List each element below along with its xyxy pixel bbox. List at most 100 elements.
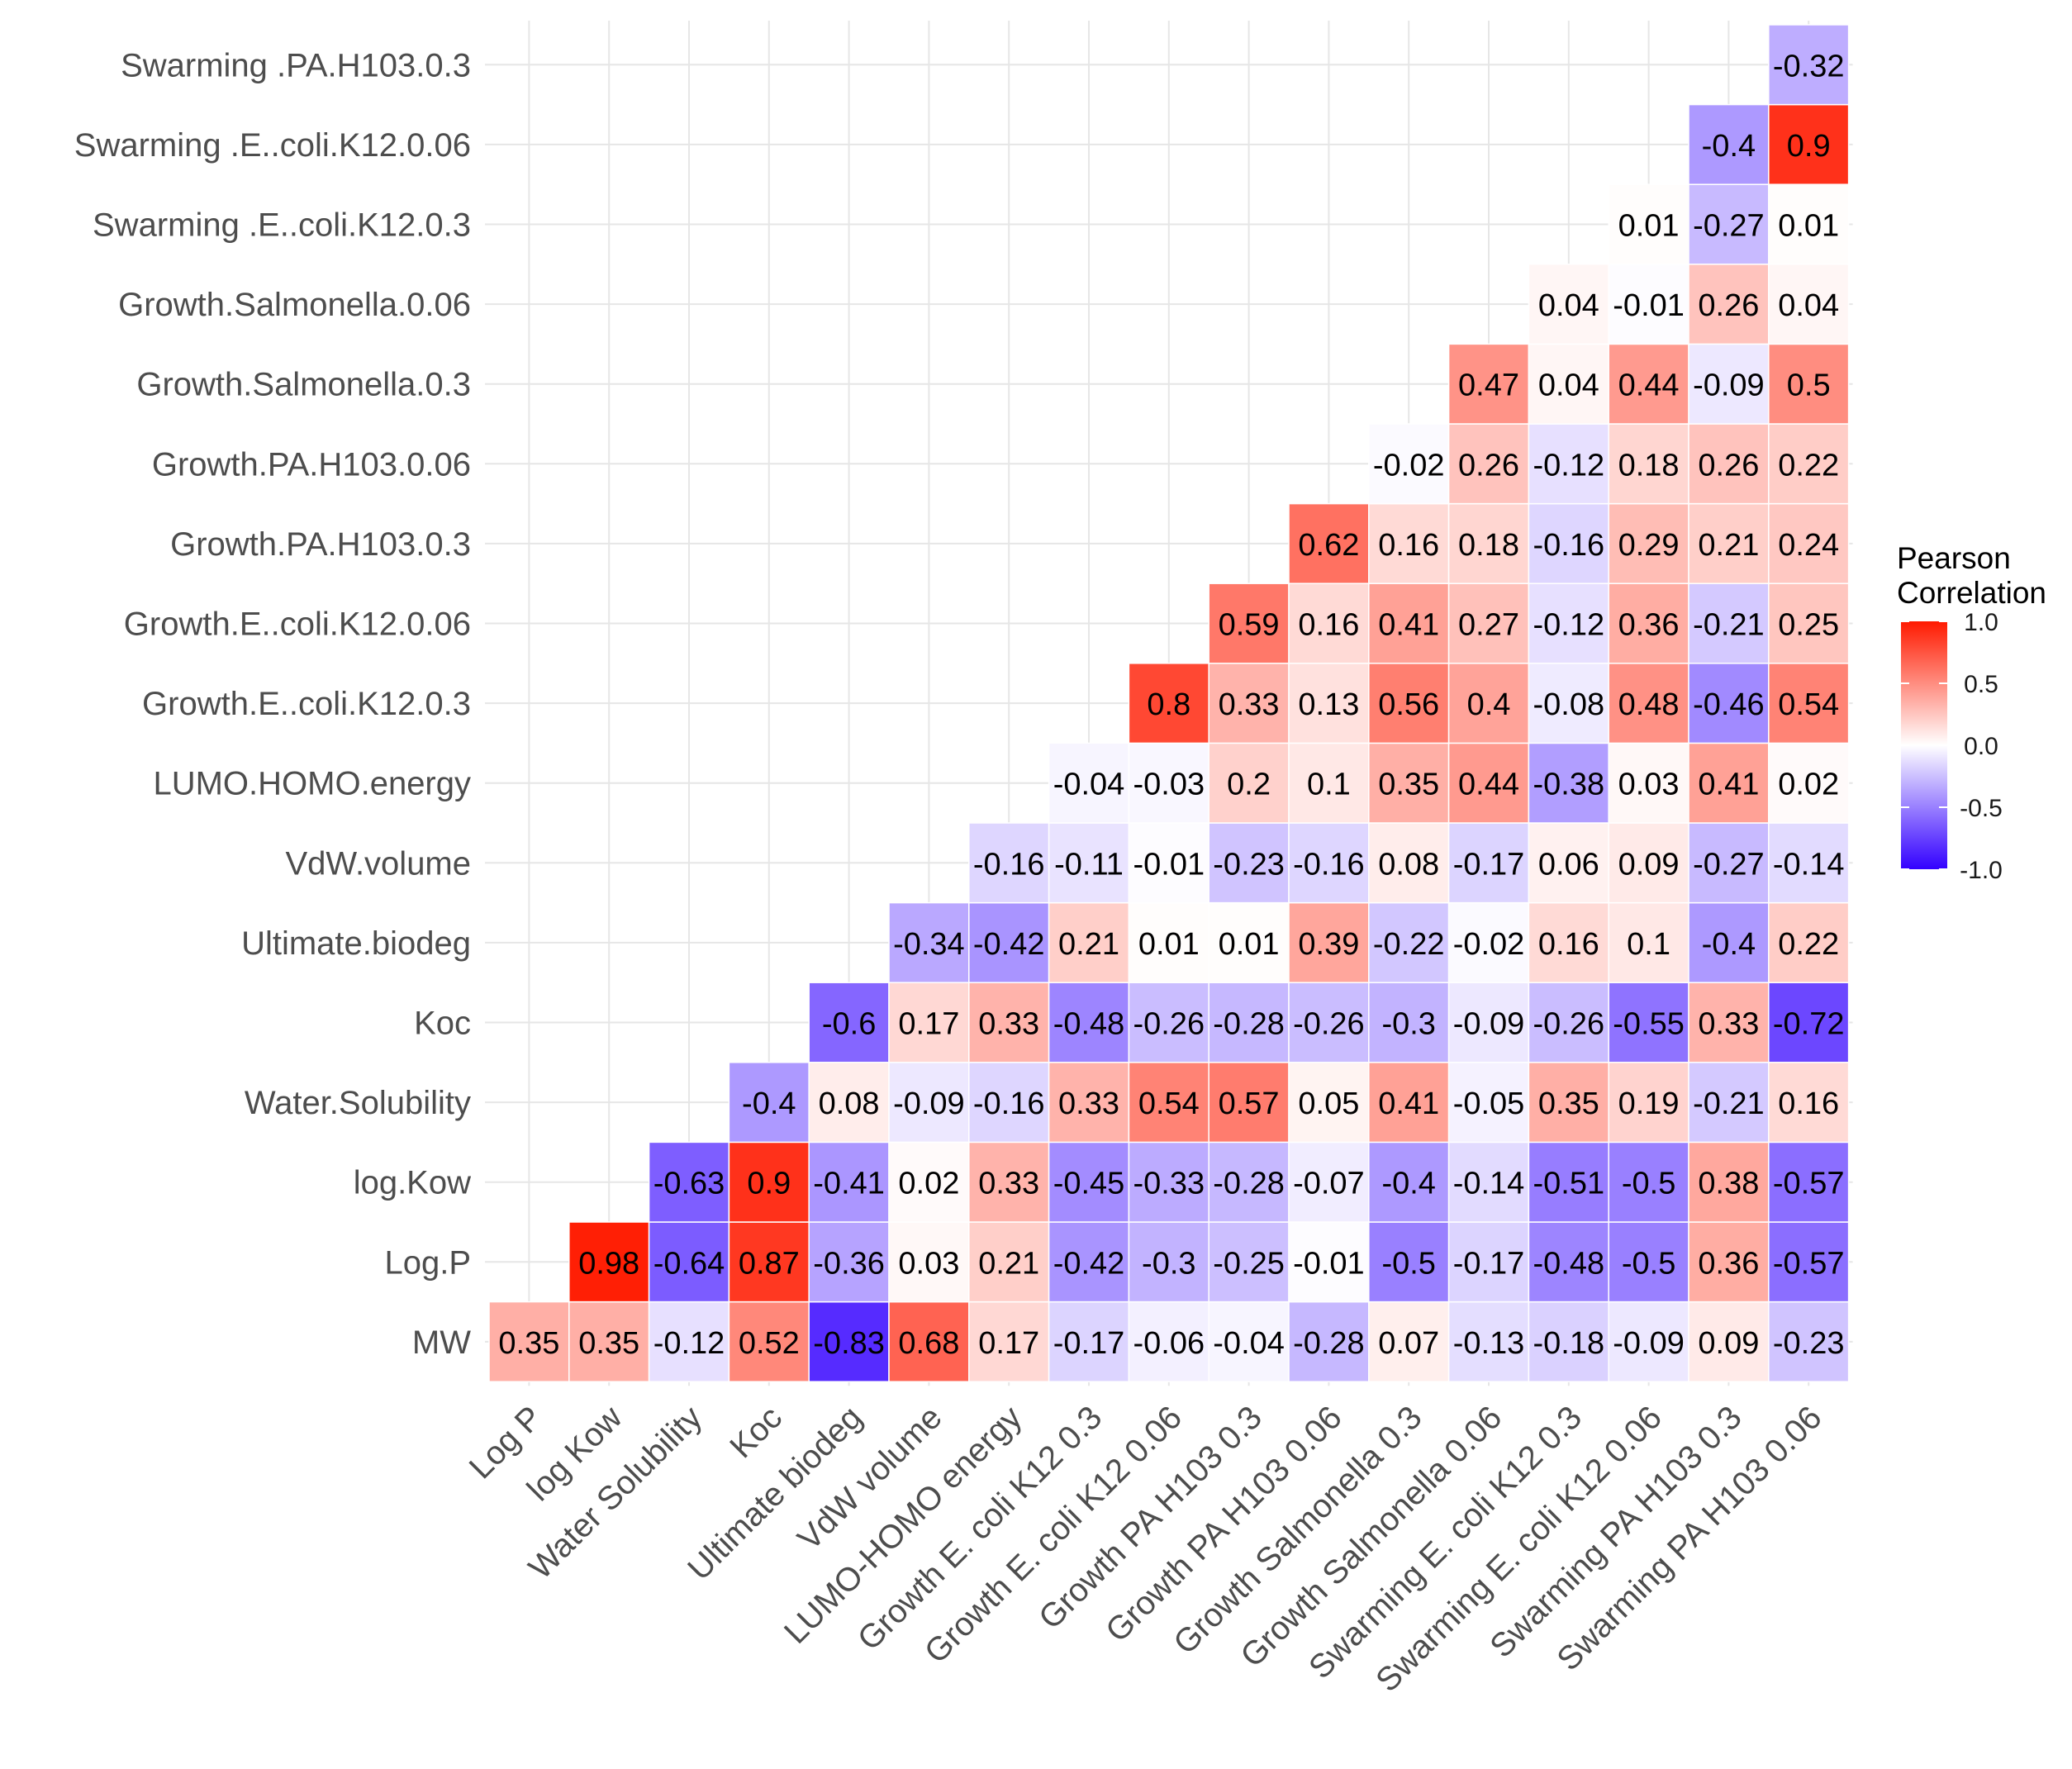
cell-value-label: 0.08: [819, 1087, 880, 1121]
heatmap-cell: [1768, 24, 1850, 106]
heatmap-cell: [1528, 343, 1609, 425]
cell-value-label: 0.8: [1147, 687, 1190, 722]
cell-value-label: 0.07: [1378, 1326, 1439, 1361]
heatmap-cell: [1688, 822, 1770, 904]
cell-value-label: -0.17: [1053, 1326, 1125, 1361]
legend-title: Pearson: [1897, 541, 2011, 575]
heatmap-cell: [1048, 1141, 1130, 1223]
heatmap-cell: [1208, 1062, 1290, 1144]
y-axis-label: Water.Solubility: [245, 1085, 471, 1121]
cell-value-label: 0.33: [978, 1167, 1039, 1201]
cell-value-label: -0.16: [1533, 528, 1604, 563]
cell-value-label: 0.26: [1458, 448, 1519, 483]
cell-value-label: 0.33: [1058, 1087, 1119, 1121]
cell-value-label: 0.98: [578, 1246, 639, 1281]
heatmap-cell: [968, 1062, 1050, 1144]
heatmap-cell: [1048, 742, 1130, 824]
heatmap-cell: [1128, 663, 1209, 744]
cell-value-label: -0.16: [1293, 847, 1365, 882]
heatmap-cell: [728, 1062, 810, 1144]
cell-value-label: 0.5: [1787, 369, 1831, 403]
cell-value-label: -0.57: [1773, 1167, 1845, 1201]
cell-value-label: -0.01: [1613, 288, 1685, 323]
cell-value-label: -0.03: [1133, 768, 1205, 802]
heatmap-cell: [1447, 982, 1530, 1063]
cell-value-label: 0.09: [1698, 1326, 1759, 1361]
cell-value-label: -0.42: [1053, 1246, 1125, 1281]
cell-value-label: -0.64: [653, 1246, 725, 1281]
heatmap-cell: [1447, 423, 1530, 505]
cell-value-label: 0.17: [898, 1007, 959, 1042]
cell-value-label: -0.08: [1533, 687, 1604, 722]
cell-value-label: 0.9: [747, 1167, 791, 1201]
heatmap-cell: [1208, 1141, 1290, 1223]
heatmap-cell: [1768, 1301, 1850, 1382]
cell-value-label: -0.34: [893, 927, 965, 962]
heatmap-cell: [1447, 822, 1530, 904]
heatmap-cell: [1528, 264, 1609, 345]
heatmap-cell: [1368, 663, 1450, 744]
heatmap-cell: [1608, 423, 1689, 505]
y-axis-label: log.Kow: [354, 1165, 471, 1201]
heatmap-cell: [1688, 103, 1770, 185]
heatmap-cell: [1608, 1141, 1689, 1223]
cell-value-label: -0.57: [1773, 1246, 1845, 1281]
cell-value-label: 0.62: [1298, 528, 1359, 563]
heatmap-cell: [1528, 822, 1609, 904]
cell-value-label: -0.42: [973, 927, 1045, 962]
heatmap-cell: [1128, 1301, 1209, 1382]
cell-value-label: -0.11: [1054, 847, 1124, 882]
heatmap-cell: [1688, 1141, 1770, 1223]
heatmap-cell: [648, 1301, 730, 1382]
cell-value-label: 0.21: [1058, 927, 1119, 962]
heatmap-cell: [1768, 822, 1850, 904]
cell-value-label: 0.35: [1378, 768, 1439, 802]
cell-value-label: 0.56: [1378, 687, 1439, 722]
cell-value-label: 0.04: [1538, 369, 1599, 403]
y-axis-label: Growth.Salmonella.0.06: [118, 287, 471, 323]
cell-value-label: -0.63: [653, 1167, 725, 1201]
heatmap-cell: [1608, 583, 1689, 664]
heatmap-cell: [888, 1221, 970, 1303]
cell-value-label: -0.5: [1381, 1246, 1435, 1281]
cell-value-label: 0.21: [1698, 528, 1759, 563]
cell-value-label: 0.47: [1458, 369, 1519, 403]
cell-value-label: -0.09: [1613, 1326, 1685, 1361]
heatmap-cell: [888, 1141, 970, 1223]
heatmap-cell: [1048, 982, 1130, 1063]
cell-value-label: -0.3: [1381, 1007, 1435, 1042]
heatmap-cell: [1688, 502, 1770, 584]
cell-value-label: -0.26: [1293, 1007, 1365, 1042]
cell-value-label: 0.35: [498, 1326, 559, 1361]
cell-value-label: -0.06: [1133, 1326, 1205, 1361]
heatmap-cell: [1288, 502, 1370, 584]
cell-value-label: 0.16: [1538, 927, 1599, 962]
cell-value-label: 0.41: [1378, 1087, 1439, 1121]
cell-value-label: -0.07: [1293, 1167, 1365, 1201]
cell-value-label: 0.04: [1538, 288, 1599, 323]
heatmap-cell: [968, 822, 1050, 904]
cell-value-label: 0.09: [1618, 847, 1680, 882]
cell-value-label: 0.44: [1458, 768, 1519, 802]
heatmap-cell: [1528, 502, 1609, 584]
cell-value-label: 0.36: [1698, 1246, 1759, 1281]
heatmap-cell: [1128, 1141, 1209, 1223]
heatmap-cell: [648, 1141, 730, 1223]
cell-value-label: 0.19: [1618, 1087, 1680, 1121]
cell-value-label: 0.24: [1778, 528, 1839, 563]
cell-value-label: -0.41: [813, 1167, 885, 1201]
heatmap-cell: [1208, 742, 1290, 824]
heatmap-cell: [1688, 663, 1770, 744]
cell-value-label: 0.27: [1458, 608, 1519, 643]
heatmap-cell: [1768, 663, 1850, 744]
cell-value-label: -0.02: [1453, 927, 1525, 962]
heatmap-cell: [488, 1301, 570, 1382]
heatmap-cell: [1768, 742, 1850, 824]
cell-value-label: -0.45: [1053, 1167, 1125, 1201]
cell-value-label: 0.18: [1458, 528, 1519, 563]
legend-tick-label: 0.0: [1964, 733, 1998, 760]
heatmap-cell: [808, 1141, 890, 1223]
cell-value-label: 0.13: [1298, 687, 1359, 722]
heatmap-cell: [1208, 1301, 1290, 1382]
